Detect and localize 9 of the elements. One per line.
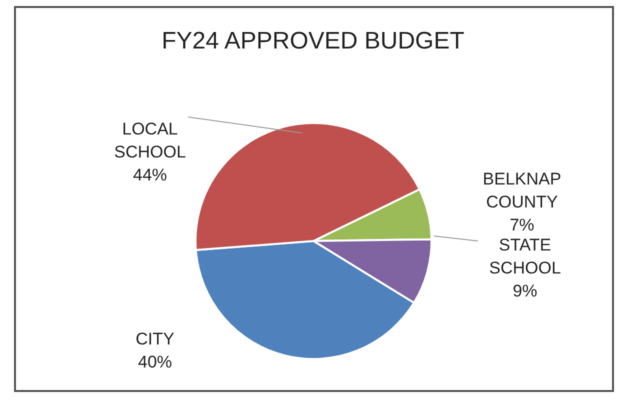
- chart-title: FY24 APPROVED BUDGET: [162, 28, 465, 55]
- data-label: 7%: [510, 216, 534, 235]
- slice-label: LOCAL SCHOOL: [114, 120, 186, 162]
- data-label: 44%: [132, 166, 168, 185]
- slice-label: CITY: [136, 330, 174, 349]
- slice-label: BELKNAP COUNTY: [482, 170, 562, 212]
- data-label: 40%: [138, 352, 172, 372]
- data-label: 9%: [512, 282, 538, 301]
- slice-label: STATE SCHOOL: [489, 236, 561, 278]
